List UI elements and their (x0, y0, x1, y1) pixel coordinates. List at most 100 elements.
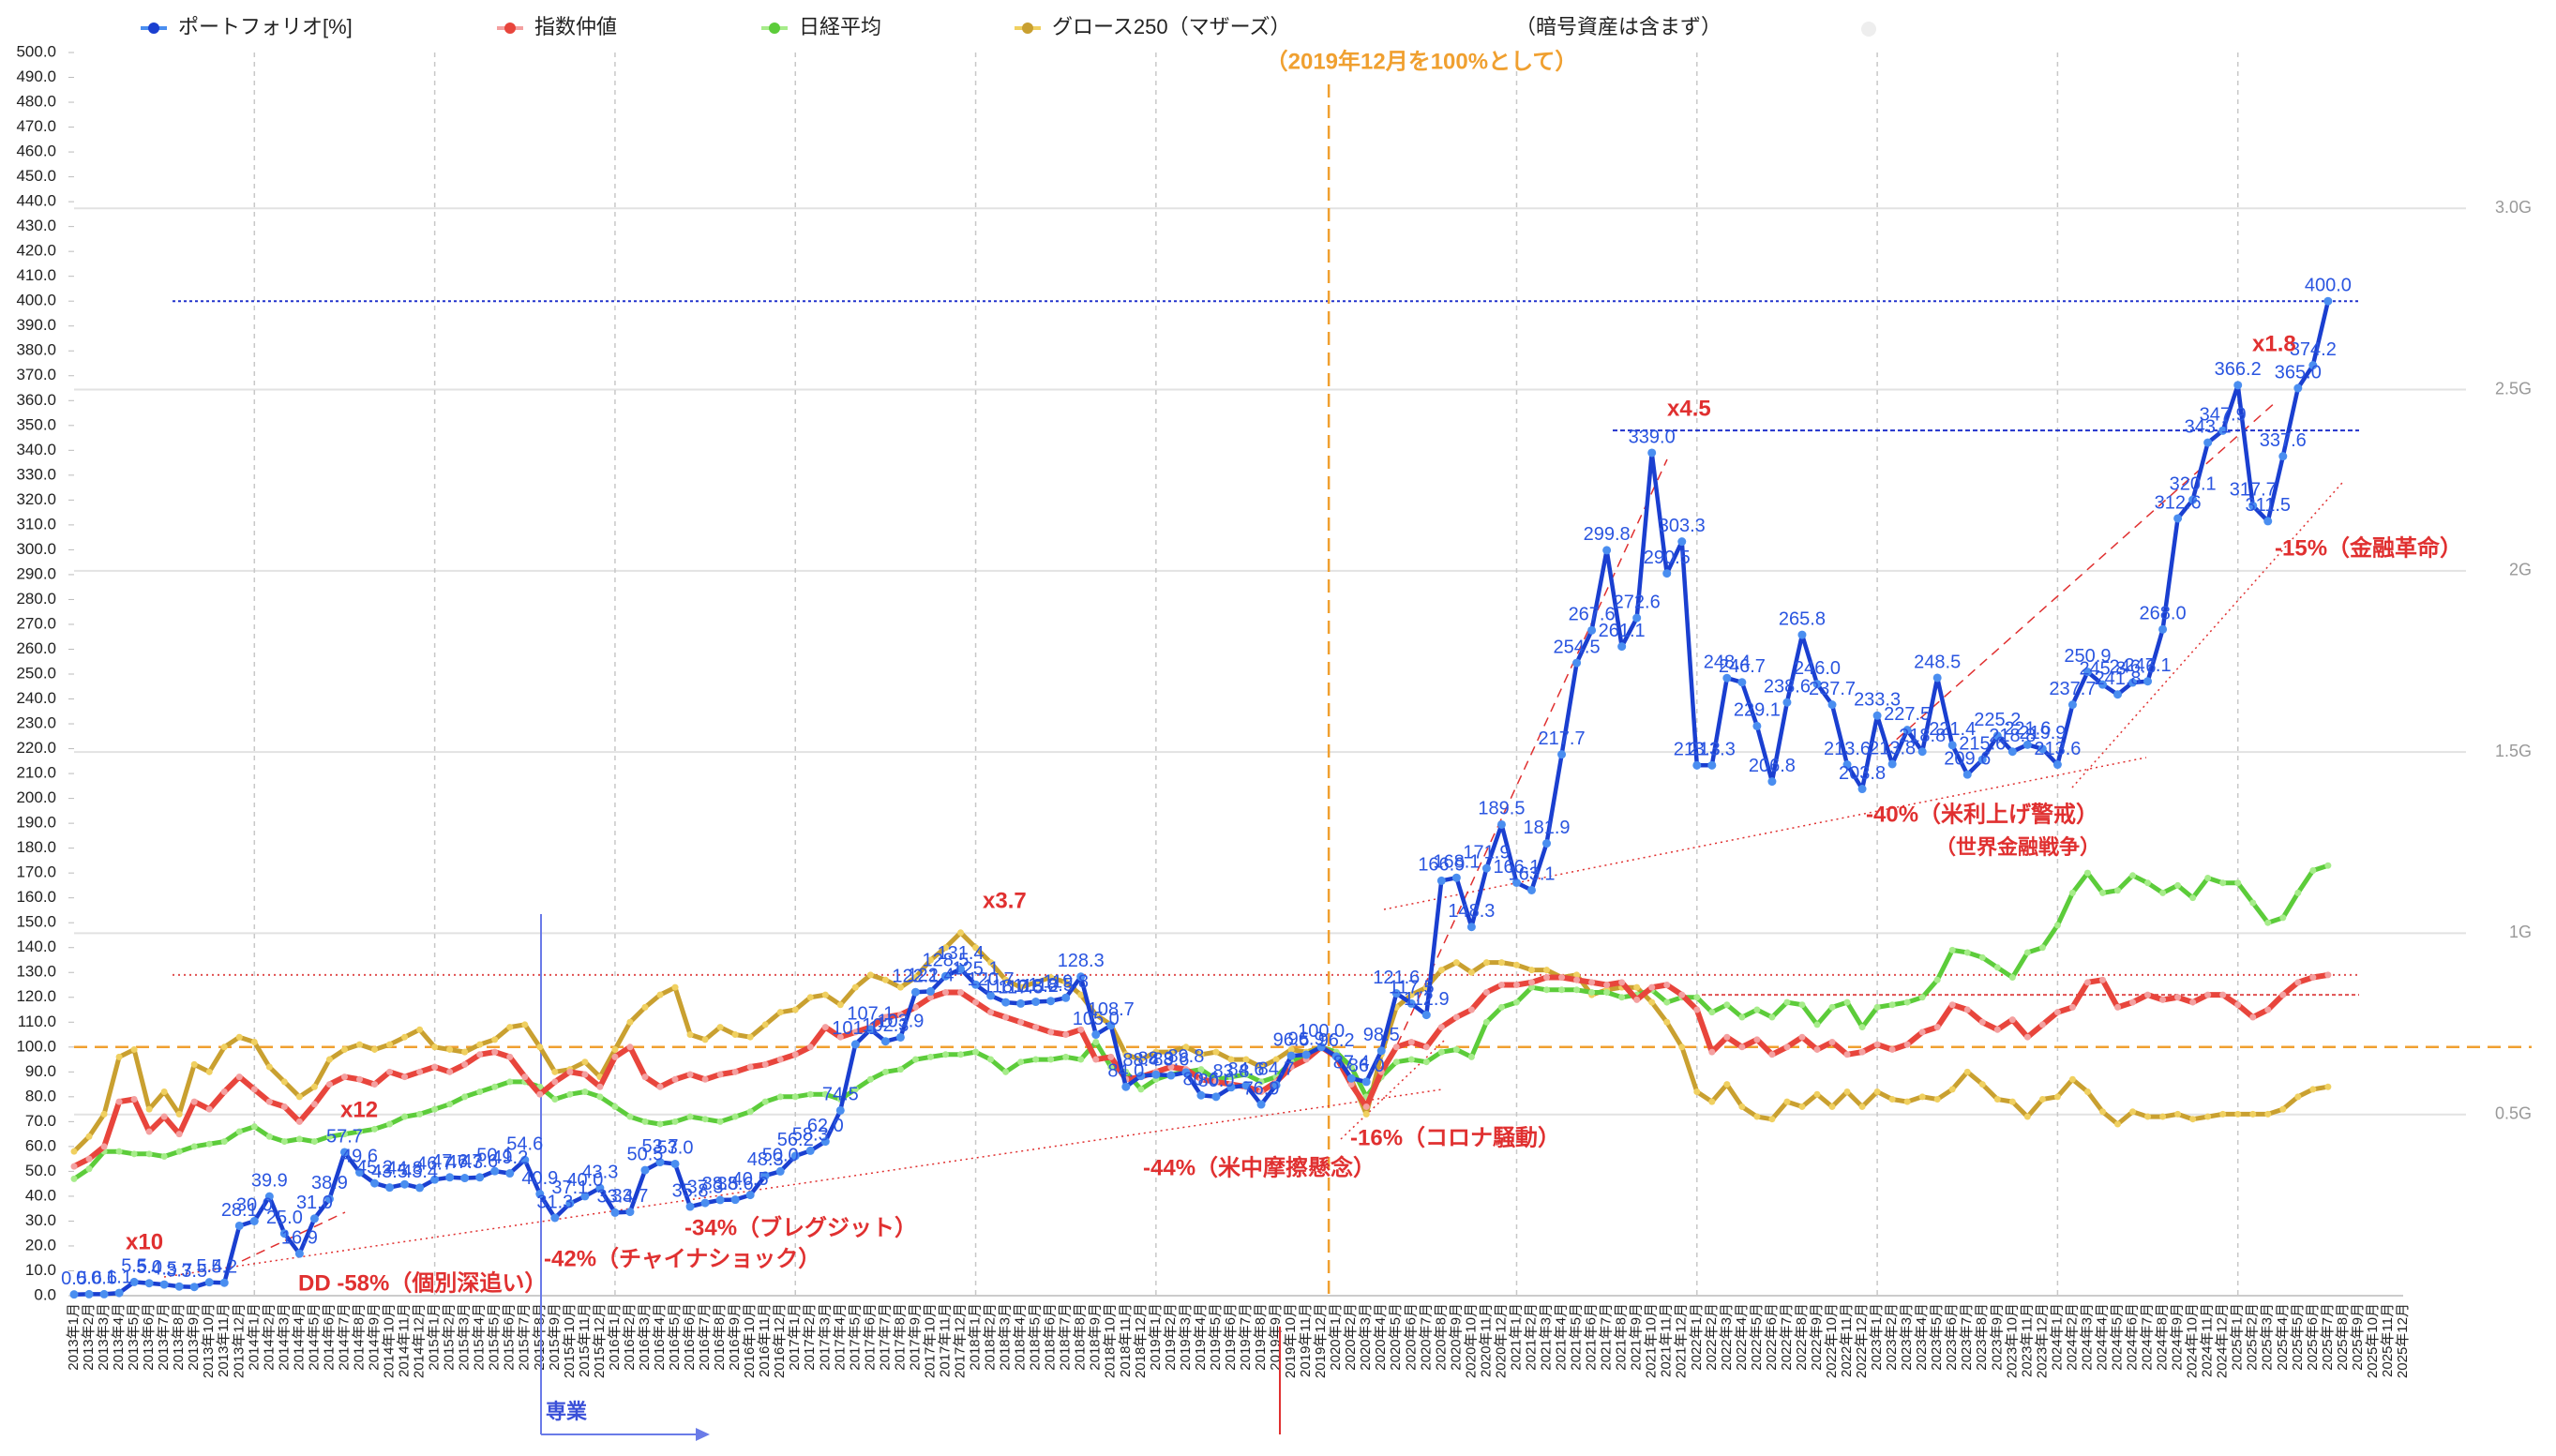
data-point (987, 1009, 995, 1016)
data-label: 96.9 (1288, 1028, 1325, 1049)
x-tick-label: 2019年3月 (1178, 1303, 1194, 1371)
x-tick-label: 2024年1月 (2049, 1303, 2065, 1371)
data-point (1406, 998, 1416, 1008)
x-tick-label: 2016年5月 (667, 1303, 683, 1371)
data-label: 272.6 (1614, 592, 1661, 612)
data-point (1557, 750, 1567, 759)
data-point (1287, 1045, 1295, 1053)
data-point (1347, 1063, 1355, 1071)
annotation: -15%（金融革命） (2275, 534, 2462, 561)
data-point (130, 1095, 138, 1103)
data-point (2023, 1033, 2031, 1041)
data-point (776, 1093, 784, 1101)
y-tick-label: 200.0 (16, 788, 56, 806)
data-label: 84.0 (1107, 1061, 1144, 1082)
data-point (250, 1038, 258, 1045)
data-point (1047, 1056, 1055, 1063)
data-point (1091, 1030, 1101, 1040)
data-label: 40.9 (521, 1168, 558, 1189)
data-point (1212, 1048, 1220, 1056)
data-point (1617, 642, 1627, 652)
x-tick-label: 2023年3月 (1899, 1303, 1915, 1371)
data-point (431, 1043, 439, 1051)
data-point (1558, 974, 1566, 982)
data-label: 80.0 (1197, 1071, 1234, 1091)
data-point (611, 1103, 619, 1110)
data-point (881, 1068, 889, 1075)
x-tick-label: 2020年4月 (1373, 1303, 1389, 1371)
trend-line (1383, 757, 2147, 910)
data-point (1391, 989, 1401, 998)
x-tick-label: 2018年3月 (998, 1303, 1014, 1371)
data-point (626, 1113, 634, 1120)
data-label: 217.7 (1539, 728, 1586, 749)
data-point (1197, 1051, 1205, 1058)
data-point (1392, 1043, 1400, 1051)
data-point (1257, 1078, 1265, 1086)
data-point (805, 1146, 815, 1155)
data-point (1257, 1063, 1265, 1071)
x-tick-label: 2016年6月 (682, 1303, 698, 1371)
data-point (1301, 1050, 1311, 1059)
data-point (896, 1066, 904, 1073)
data-point (371, 1081, 379, 1088)
data-point (2174, 881, 2182, 889)
data-label: 366.2 (2215, 359, 2262, 380)
x-tick-label: 2017年11月 (937, 1303, 953, 1377)
data-point (2308, 361, 2318, 370)
data-point (1678, 991, 1686, 998)
data-point (1482, 959, 1490, 967)
legend-label: ポートフォリオ[%] (178, 15, 353, 38)
data-point (1992, 731, 2002, 741)
annotation: （暗号資産は含まず） (1515, 15, 1722, 38)
data-point (1993, 1095, 2001, 1103)
data-point (836, 1033, 844, 1041)
y2-tick-label: 2.5G (2495, 379, 2532, 398)
data-label: 40.5 (732, 1169, 769, 1190)
data-label: 112.9 (1404, 989, 1450, 1010)
y-tick-label: 150.0 (16, 913, 56, 931)
data-point (475, 1173, 485, 1182)
data-label: 37.3 (687, 1177, 724, 1197)
data-point (1226, 1083, 1236, 1092)
data-label: 45.2 (356, 1157, 393, 1178)
x-tick-label: 2025年5月 (2290, 1303, 2306, 1371)
data-point (2279, 1105, 2287, 1113)
x-tick-label: 2019年10月 (1283, 1303, 1299, 1378)
data-point (415, 1183, 425, 1193)
x-tick-label: 2015年1月 (427, 1303, 443, 1371)
data-point (566, 1068, 574, 1075)
data-point (2128, 678, 2138, 687)
data-point (85, 1165, 93, 1173)
data-point (2234, 1110, 2242, 1118)
data-point (2053, 1009, 2061, 1016)
data-point (1181, 1068, 1191, 1077)
data-point (2174, 994, 2182, 1001)
data-point (325, 1133, 333, 1140)
data-point (1362, 1110, 1370, 1118)
data-point (1543, 974, 1551, 982)
data-point (1032, 979, 1040, 986)
data-point (1768, 1116, 1776, 1123)
data-point (2219, 991, 2227, 998)
data-point (1648, 998, 1656, 1006)
x-tick-label: 2019年4月 (1193, 1303, 1209, 1371)
data-point (2023, 1113, 2031, 1120)
annotation: x10 (126, 1229, 163, 1254)
data-label: 171.9 (1463, 842, 1510, 863)
data-label: 39.9 (251, 1170, 288, 1191)
data-label: 47.6 (431, 1151, 468, 1172)
data-label: 128.5 (922, 950, 969, 970)
data-point (144, 1279, 154, 1288)
y-tick-label: 140.0 (16, 938, 56, 955)
data-point (445, 1173, 455, 1182)
data-point (2083, 979, 2091, 986)
data-label: 0.6 (76, 1268, 102, 1289)
y-tick-label: 180.0 (16, 838, 56, 856)
data-label: 3.7 (166, 1260, 192, 1281)
trend-line (1884, 400, 2278, 751)
x-tick-label: 2021年2月 (1523, 1303, 1539, 1371)
annotation: （世界金融戦争） (1935, 835, 2100, 859)
y-tick-label: 370.0 (16, 366, 56, 383)
data-label: 122.4 (907, 966, 954, 986)
